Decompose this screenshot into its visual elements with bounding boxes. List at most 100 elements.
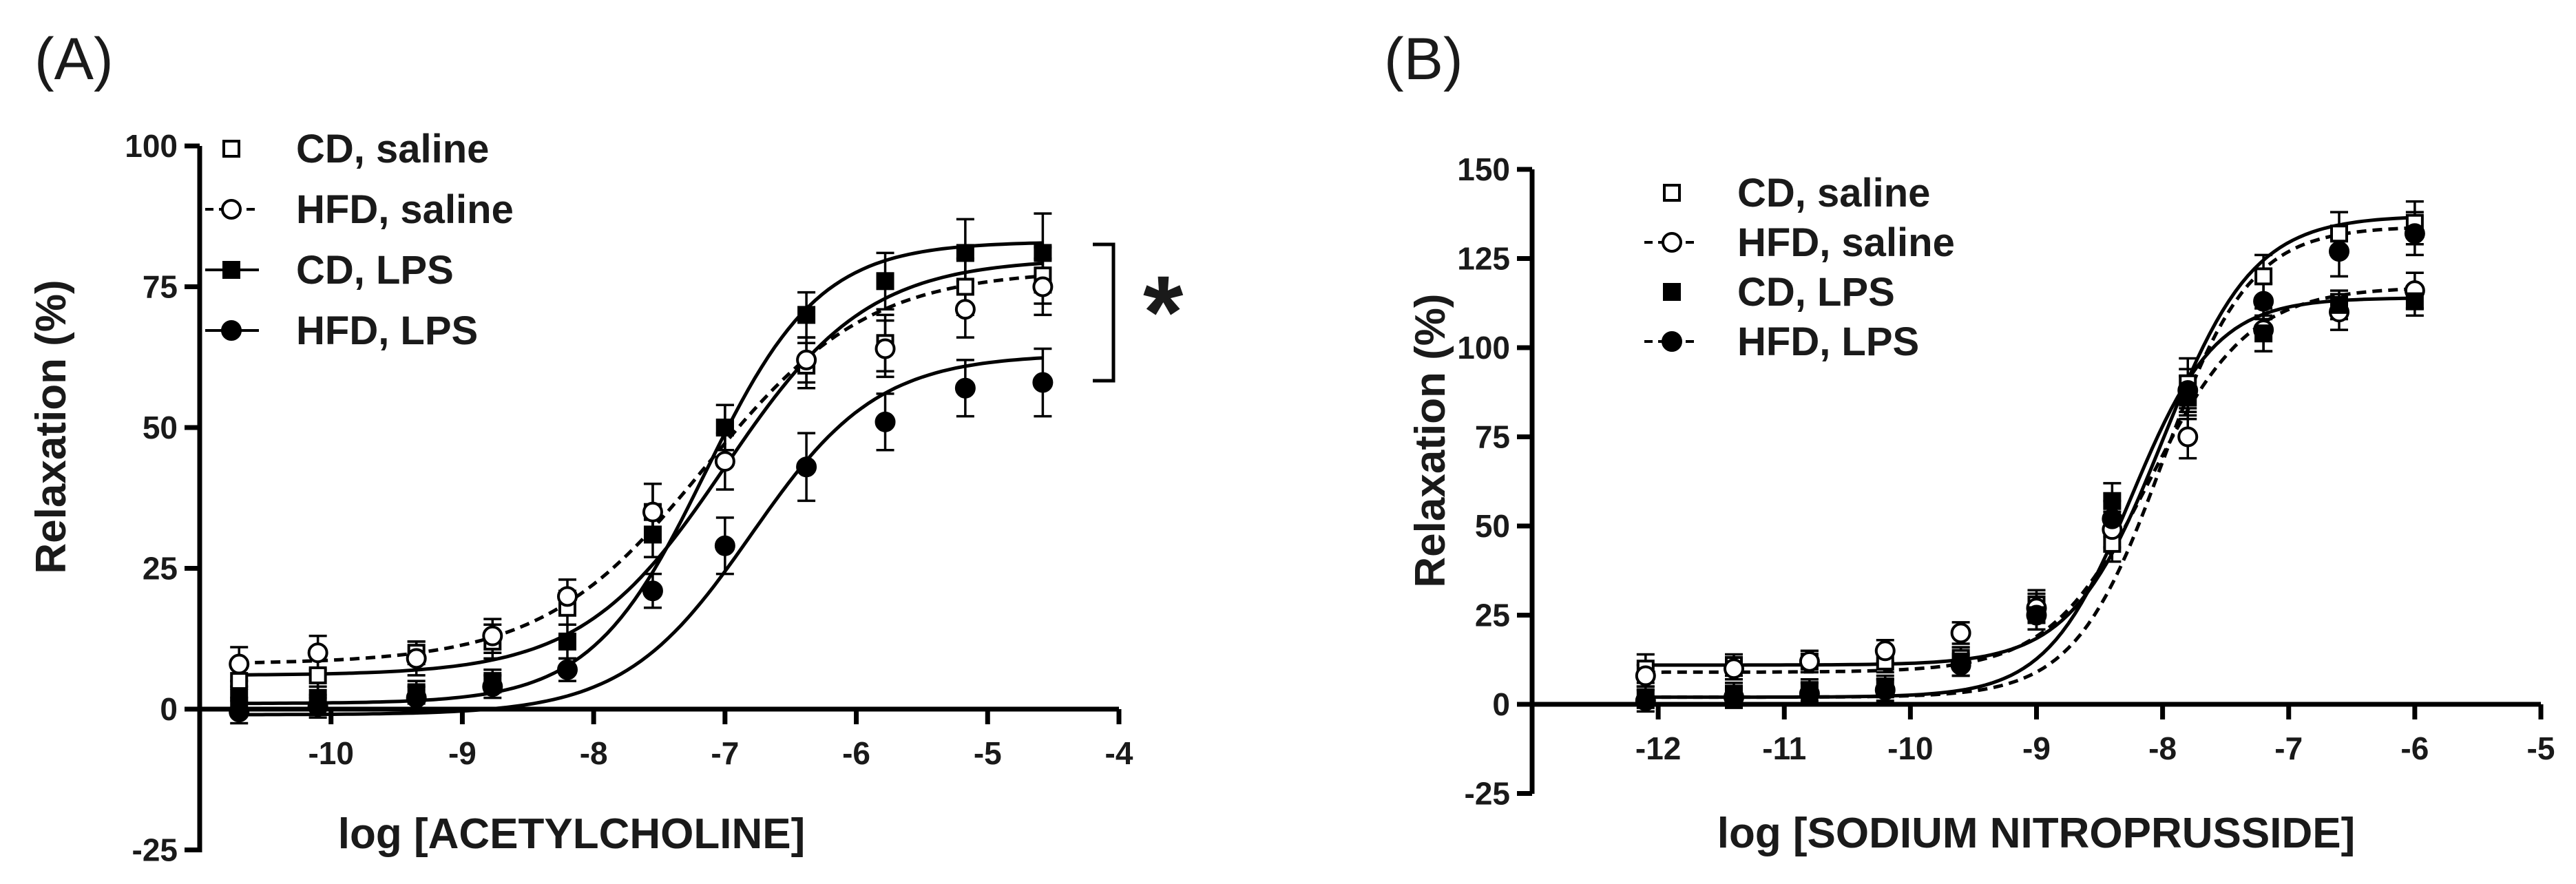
panel-a-data-point: [796, 456, 817, 478]
panel-a-y-tick-label: -25: [132, 832, 178, 868]
panel-a-data-point: [714, 451, 735, 472]
panel-b-x-tick-label: -7: [2274, 730, 2303, 766]
panel-a-legend-label: CD, LPS: [296, 248, 454, 293]
panel-b-data-point: [1950, 655, 1971, 676]
panel-b-y-tick-label: 125: [1457, 241, 1510, 277]
panel-a-fit-curve-0: [239, 262, 1043, 677]
panel-b-data-point: [1874, 640, 1896, 662]
significance-bracket: [1093, 242, 1116, 383]
panel-b-data-point: [1950, 622, 1971, 644]
panel-a-data-point: [956, 277, 974, 296]
panel-a-data-point: [715, 419, 734, 436]
panel-b-data-point: [1635, 690, 1656, 711]
panel-a-x-tick-label: -4: [1105, 735, 1133, 771]
panel-b-data-point: [2329, 241, 2349, 262]
panel-a-data-point: [797, 306, 816, 324]
panel-a-fit-curve-2: [239, 241, 1043, 706]
panel-b-y-tick-label: 100: [1457, 330, 1510, 366]
panel-b-legend-label: HFD, LPS: [1737, 319, 1919, 364]
panel-a-data-point: [230, 672, 249, 691]
panel-a-x-tick-label: -9: [448, 735, 477, 771]
panel-a-data-point: [954, 299, 976, 320]
panel-a-data-point: [482, 676, 503, 697]
panel-b-legend-marker: [1663, 283, 1681, 301]
panel-a-fit-curve-3: [239, 356, 1043, 717]
panel-a-data-point: [954, 377, 976, 399]
panel-a-data-point: [875, 338, 896, 359]
panel-a-legend-item: CD, saline: [222, 127, 489, 171]
panel-a-data-point: [482, 625, 503, 646]
panel-a-legend-marker: [222, 140, 240, 158]
panel-a-legend-item: HFD, saline: [205, 187, 514, 232]
panel-a: (A) -25 0 25 50 75 100 -10 -9 -8 -7 -6 -5 -4 log [ACE…: [28, 26, 1184, 868]
panel-a-x-tick-label: -5: [974, 735, 1002, 771]
panel-b-data-point: [2330, 224, 2348, 243]
panel-b-legend-marker: [1663, 184, 1681, 202]
panel-a-y-tick-label: 25: [143, 551, 178, 587]
panel-a-x-tick-label: -6: [842, 735, 870, 771]
panel-b-x-axis-title: log [SODIUM NITROPRUSSIDE]: [1717, 810, 2356, 857]
panel-b-data-point: [1724, 686, 1744, 708]
panel-a-data-point: [643, 525, 662, 544]
panel-a-fit-curve-1: [239, 274, 1043, 665]
panel-b-data-point: [2253, 291, 2274, 312]
panel-a-y-tick-label: 0: [160, 691, 178, 727]
panel-a-data-point: [642, 580, 663, 602]
panel-b-data-point: [2103, 492, 2122, 510]
panel-b-data-point: [1799, 683, 1820, 704]
panel-b-legend-label: HFD, saline: [1737, 220, 1955, 265]
panel-b-x-tick-label: -9: [2022, 730, 2051, 766]
panel-b-y-tick-label: -25: [1465, 776, 1510, 812]
panel-b-data-point: [2177, 380, 2199, 401]
panel-a-x-tick-label: -8: [580, 735, 608, 771]
panel-a-data-point: [406, 687, 427, 708]
panel-b-data-point: [2405, 292, 2424, 311]
panel-a-data-point: [557, 659, 578, 680]
significance-marker: *: [1143, 254, 1184, 370]
panel-b-x-tick-label: -5: [2527, 730, 2555, 766]
panel-b-legend-label: CD, LPS: [1737, 270, 1895, 315]
panel-a-data-point: [956, 244, 974, 262]
panel-a-legend-marker: [222, 261, 240, 279]
panel-a-data-point: [406, 648, 427, 669]
panel-a-data-point: [229, 702, 250, 723]
panel-a-legend-marker: [221, 199, 242, 220]
panel-b-x-tick-label: -12: [1635, 730, 1681, 766]
panel-b-y-tick-label: 25: [1475, 598, 1510, 633]
panel-b-data-point: [1724, 658, 1744, 680]
panel-a-y-axis-title: Relaxation (%): [28, 280, 75, 573]
panel-a-data-point: [714, 535, 735, 556]
panel-b-y-tick-label: 0: [1492, 686, 1510, 722]
panel-b-y-axis-title: Relaxation (%): [1407, 293, 1454, 587]
panel-a-data-point: [875, 411, 896, 432]
panel-b-data-point: [2330, 295, 2348, 314]
panel-b-legend-item: HFD, LPS: [1644, 319, 1919, 364]
panel-b-data-point: [2254, 324, 2273, 343]
panel-a-data-point: [876, 272, 894, 291]
panel-a-legend-label: HFD, LPS: [296, 308, 478, 353]
panel-a-x-tick-label: -10: [308, 735, 353, 771]
panel-a-legend-item: CD, LPS: [205, 248, 454, 293]
panel-b-data-point: [2404, 223, 2425, 244]
panel-b-label: (B): [1384, 26, 1463, 92]
panel-b-data-point: [1635, 665, 1656, 686]
panel-a-data-point: [558, 632, 576, 651]
panel-a-legend-item: HFD, LPS: [205, 308, 478, 353]
panel-b-x-tick-label: -11: [1762, 730, 1806, 766]
panel-b-data-point: [2254, 267, 2273, 286]
panel-b-data-point: [1799, 651, 1820, 672]
panel-b-data-point: [2102, 508, 2123, 529]
panel-a-legend-marker: [221, 320, 242, 341]
panel-b-data-point: [2026, 604, 2047, 626]
panel-b-data-point: [2177, 426, 2199, 448]
panel-a-legend: CD, saline HFD, saline CD, LPS HFD, LPS: [205, 127, 514, 353]
panel-a-y-tick-label: 100: [125, 128, 178, 164]
panel-a-data-point: [642, 501, 663, 523]
panel-a-x-tick-label: -7: [711, 735, 739, 771]
panel-a-data-point: [229, 653, 250, 675]
panel-a-data-point: [307, 642, 328, 664]
panel-a-data-point: [796, 349, 817, 370]
panel-b-legend-item: CD, LPS: [1663, 270, 1895, 315]
